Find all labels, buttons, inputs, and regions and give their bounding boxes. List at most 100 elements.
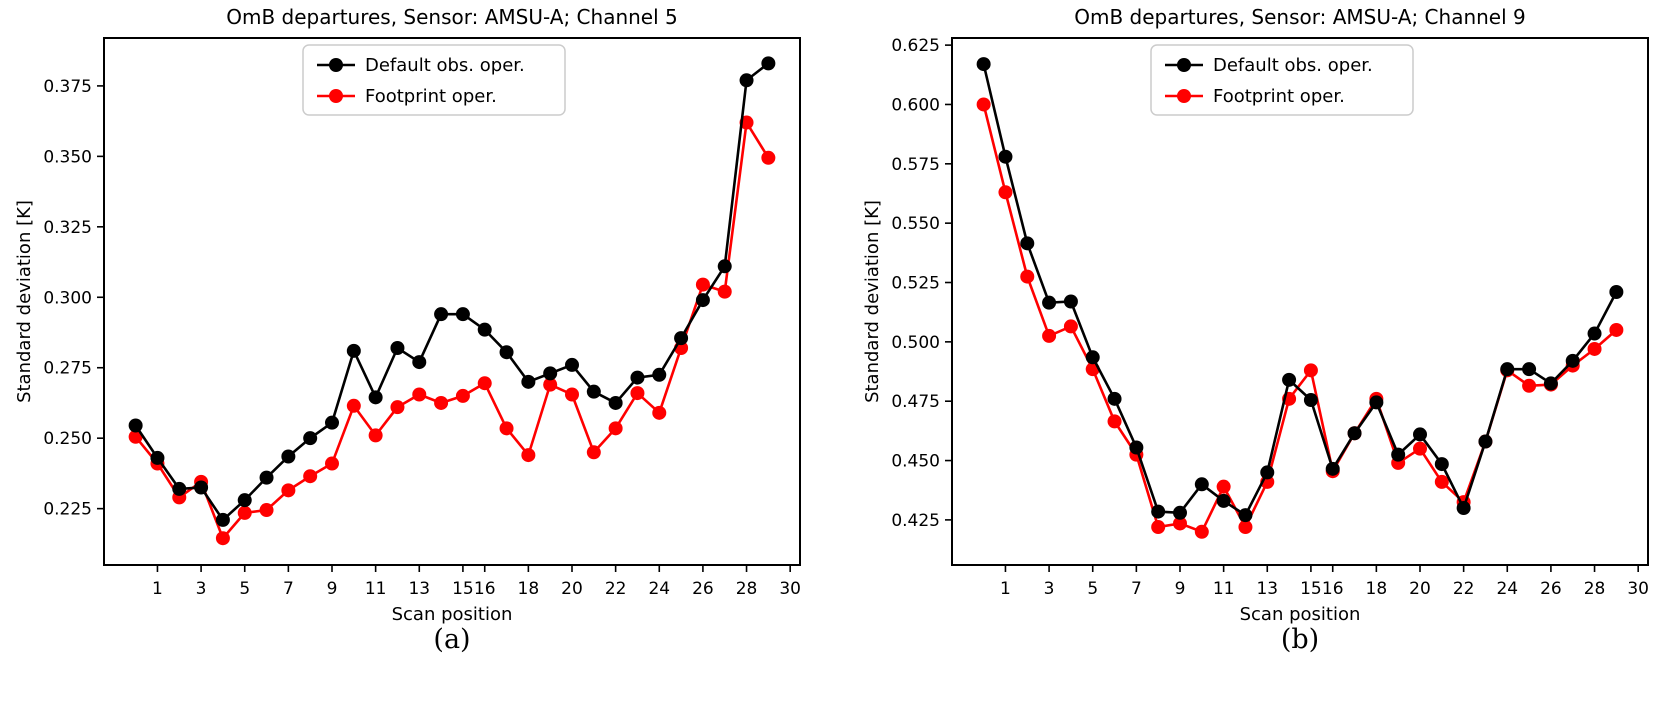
data-point bbox=[346, 343, 361, 358]
x-tick-label: 3 bbox=[1044, 579, 1055, 599]
data-point bbox=[499, 345, 514, 360]
data-point bbox=[695, 277, 710, 292]
series-default-obs-oper bbox=[976, 57, 1624, 523]
x-tick-label: 1 bbox=[1000, 579, 1011, 599]
legend-entry: Footprint oper. bbox=[317, 86, 497, 107]
data-point bbox=[1587, 341, 1602, 356]
data-point bbox=[1194, 477, 1209, 492]
data-point bbox=[586, 445, 601, 460]
x-tick-label: 24 bbox=[648, 579, 670, 599]
x-tick-label: 20 bbox=[561, 579, 583, 599]
data-point bbox=[346, 398, 361, 413]
data-point bbox=[368, 390, 383, 405]
data-point bbox=[521, 448, 536, 463]
data-point bbox=[1216, 479, 1231, 494]
x-tick-label: 5 bbox=[1087, 579, 1098, 599]
legend: Default obs. oper. Footprint oper. bbox=[302, 44, 566, 116]
data-point bbox=[1347, 426, 1362, 441]
data-point bbox=[1042, 328, 1057, 343]
legend-marker bbox=[329, 58, 343, 72]
data-point bbox=[390, 341, 405, 355]
data-point bbox=[739, 73, 754, 88]
caption-b: (b) bbox=[1280, 624, 1320, 655]
legend-marker bbox=[1177, 89, 1191, 103]
data-point bbox=[172, 481, 187, 496]
data-point bbox=[1063, 294, 1078, 309]
x-tick-label: 7 bbox=[283, 579, 294, 599]
data-point bbox=[303, 431, 318, 446]
data-point bbox=[1456, 501, 1471, 516]
x-tick-label: 26 bbox=[1540, 579, 1562, 599]
legend-marker bbox=[1177, 58, 1191, 72]
chart-panel-a: OmB departures, Sensor: AMSU-A; Channel … bbox=[14, 5, 801, 625]
y-tick-label: 0.600 bbox=[891, 95, 940, 115]
data-point bbox=[194, 480, 209, 495]
data-point bbox=[608, 395, 623, 410]
data-point bbox=[1543, 376, 1558, 391]
x-tick-label: 22 bbox=[1453, 579, 1475, 599]
x-tick-label: 28 bbox=[1584, 579, 1606, 599]
x-axis-label: Scan position bbox=[1240, 604, 1361, 625]
data-point bbox=[1303, 363, 1318, 378]
data-point bbox=[630, 370, 645, 385]
data-point bbox=[565, 357, 579, 372]
data-point bbox=[1522, 362, 1537, 377]
y-axis-label: Standard deviation [K] bbox=[14, 200, 35, 403]
data-point bbox=[761, 150, 776, 165]
x-tick-label: 9 bbox=[1175, 579, 1186, 599]
data-point bbox=[1369, 395, 1384, 410]
x-tick-label: 16 bbox=[474, 579, 496, 599]
x-tick-label: 13 bbox=[1256, 579, 1278, 599]
data-point bbox=[695, 293, 710, 308]
axes-frame bbox=[103, 37, 801, 566]
series-footprint-oper bbox=[128, 115, 776, 546]
series-footprint-oper bbox=[976, 97, 1624, 539]
y-tick-label: 0.425 bbox=[891, 511, 940, 531]
data-point bbox=[1391, 447, 1406, 462]
legend-entry: Default obs. oper. bbox=[1165, 55, 1373, 76]
x-tick-label: 22 bbox=[605, 579, 627, 599]
y-tick-label: 0.225 bbox=[43, 500, 92, 520]
x-tick-label: 16 bbox=[1322, 579, 1344, 599]
legend: Default obs. oper. Footprint oper. bbox=[1150, 44, 1414, 116]
series-line bbox=[134, 62, 770, 522]
legend-box bbox=[302, 44, 566, 116]
y-tick-label: 0.350 bbox=[43, 147, 92, 167]
data-point bbox=[1434, 457, 1449, 472]
data-point bbox=[630, 386, 645, 401]
legend-label: Footprint oper. bbox=[1213, 86, 1345, 107]
data-point bbox=[1238, 520, 1253, 535]
x-tick-label: 13 bbox=[408, 579, 430, 599]
data-point bbox=[281, 483, 296, 498]
data-point bbox=[543, 377, 558, 392]
y-tick-label: 0.575 bbox=[891, 155, 940, 175]
legend-box bbox=[1150, 44, 1414, 116]
data-point bbox=[1238, 508, 1253, 523]
data-point bbox=[455, 388, 470, 403]
data-point bbox=[1478, 434, 1493, 449]
data-point bbox=[998, 149, 1013, 164]
x-tick-label: 18 bbox=[1366, 579, 1388, 599]
data-point bbox=[1609, 285, 1624, 300]
x-tick-label: 15 bbox=[1300, 579, 1322, 599]
data-point bbox=[434, 395, 449, 410]
data-point bbox=[412, 387, 427, 402]
x-tick-label: 1 bbox=[152, 579, 163, 599]
legend-label: Default obs. oper. bbox=[365, 55, 525, 76]
y-tick-label: 0.625 bbox=[891, 36, 940, 56]
data-point bbox=[1260, 465, 1275, 480]
data-point bbox=[1194, 524, 1209, 539]
data-point bbox=[128, 418, 143, 433]
data-point bbox=[1282, 372, 1297, 387]
y-tick-label: 0.325 bbox=[43, 218, 92, 238]
data-point bbox=[499, 421, 514, 436]
y-tick-label: 0.475 bbox=[891, 392, 940, 412]
data-point bbox=[1107, 414, 1122, 429]
x-tick-label: 9 bbox=[327, 579, 338, 599]
data-point bbox=[455, 307, 470, 322]
x-tick-label: 30 bbox=[1627, 579, 1649, 599]
y-tick-label: 0.250 bbox=[43, 429, 92, 449]
chart-title: OmB departures, Sensor: AMSU-A; Channel … bbox=[226, 5, 678, 29]
legend-label: Footprint oper. bbox=[365, 86, 497, 107]
